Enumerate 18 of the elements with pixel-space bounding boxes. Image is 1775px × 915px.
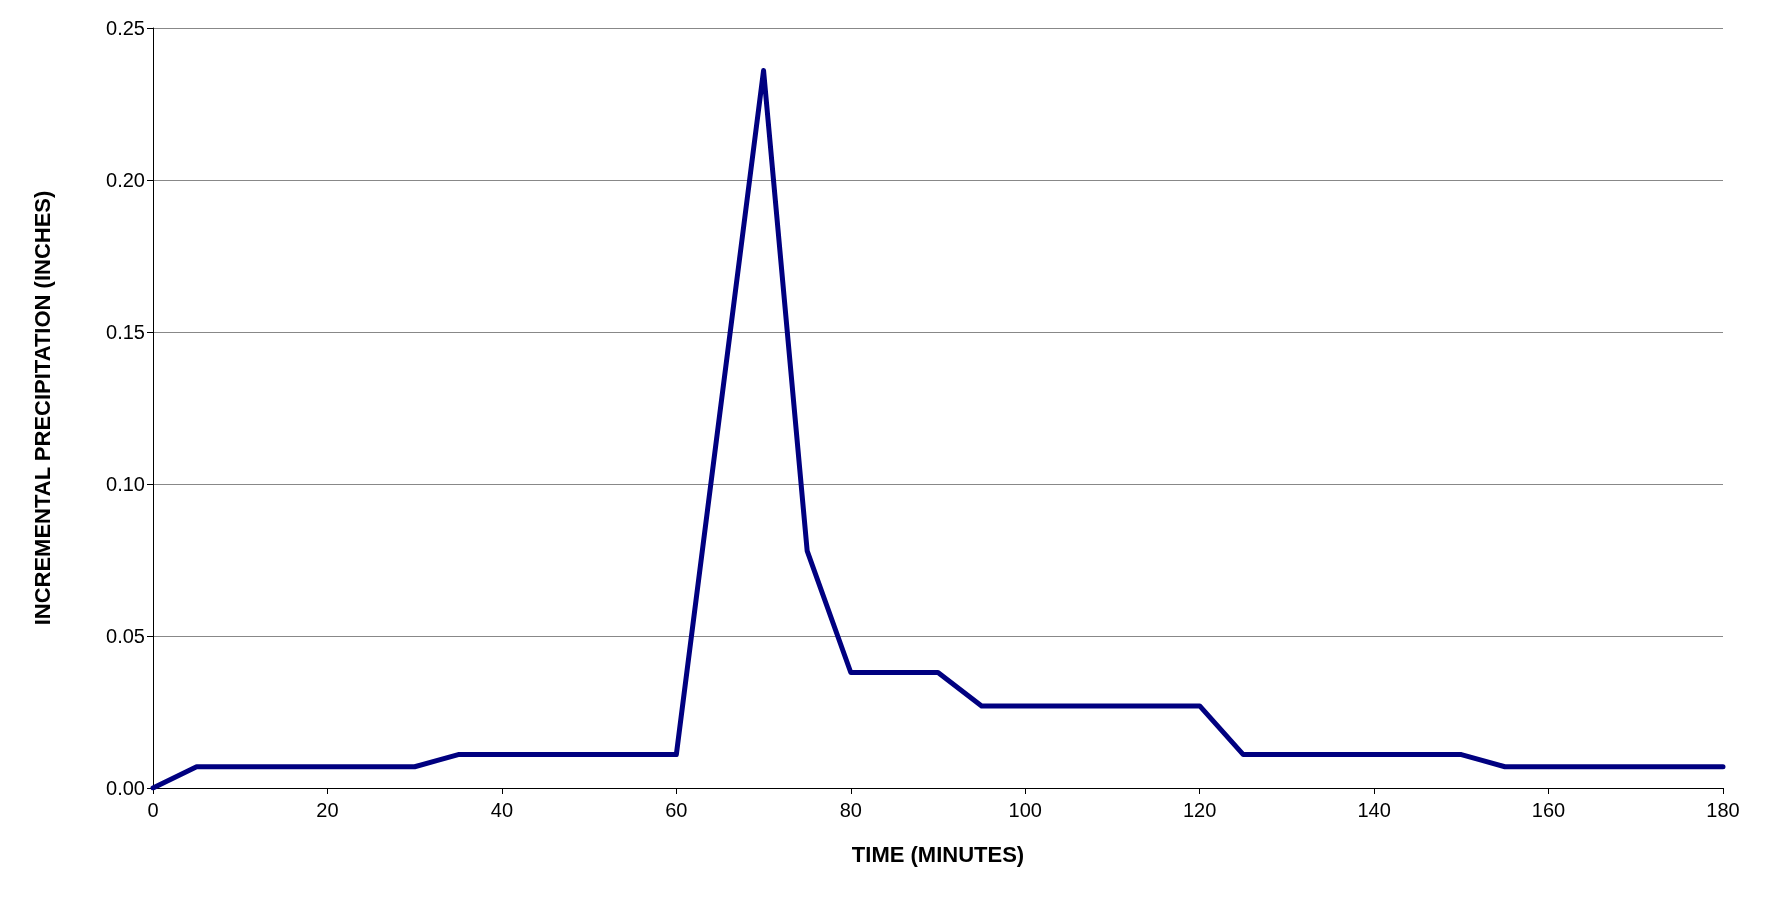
y-tick-label: 0.05 (106, 625, 145, 647)
x-tick-label: 160 (1531, 799, 1566, 821)
y-axis-title: INCREMENTAL PRECIPITATION (INCHES) (29, 190, 55, 626)
x-tick-label: 120 (1182, 799, 1217, 821)
x-tick-label: 40 (490, 799, 514, 821)
x-tick-label: 20 (316, 799, 339, 821)
y-tick-label: 0.20 (106, 169, 145, 191)
x-tick-label: 100 (1008, 799, 1042, 821)
x-tick-label: 0 (147, 799, 159, 821)
y-tick-label: 0.10 (106, 473, 145, 495)
y-tick-label: 0.00 (106, 777, 145, 799)
y-tick-label: 0.25 (106, 17, 145, 39)
x-axis-title: TIME (MINUTES) (851, 841, 1025, 867)
x-tick-label: 80 (839, 799, 862, 821)
x-tick-label: 180 (1706, 799, 1740, 821)
x-tick-label: 140 (1357, 799, 1391, 821)
x-tick-label: 60 (665, 799, 688, 821)
y-tick-label: 0.15 (106, 321, 145, 343)
